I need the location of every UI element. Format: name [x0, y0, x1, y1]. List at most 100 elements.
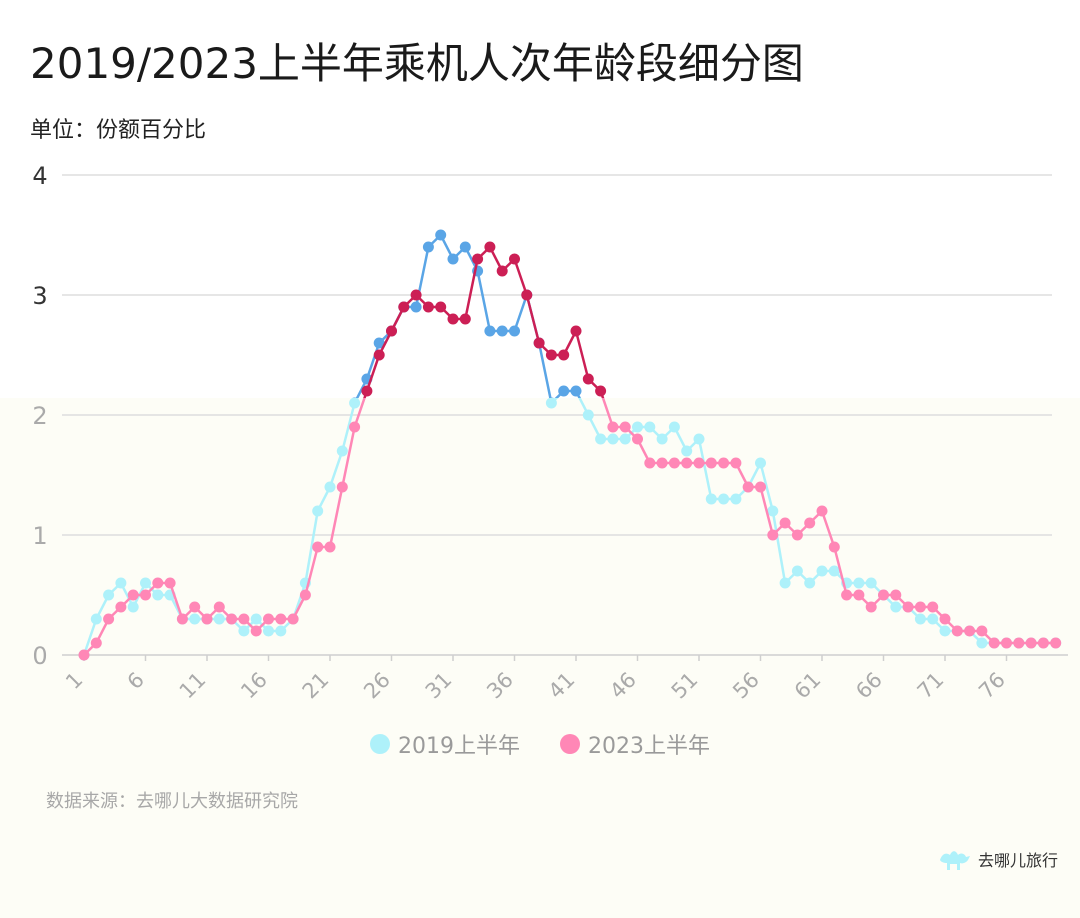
data-point — [324, 541, 336, 553]
series-line-2019上半年 — [82, 398, 1056, 656]
data-point — [656, 457, 668, 469]
data-point — [275, 625, 287, 637]
data-point — [644, 457, 656, 469]
series-1-upper — [361, 241, 607, 398]
data-point — [742, 481, 754, 493]
data-point — [914, 613, 926, 625]
data-point — [398, 301, 410, 313]
legend-2023-dot — [560, 734, 580, 754]
data-point — [410, 289, 422, 301]
data-point — [176, 613, 188, 625]
data-point — [804, 577, 816, 589]
data-point — [1025, 637, 1037, 649]
data-point — [755, 457, 766, 469]
x-tick-label: 71 — [913, 668, 949, 704]
data-point — [632, 433, 643, 445]
data-point — [533, 337, 545, 349]
data-point — [582, 373, 594, 385]
x-tick-label: 46 — [605, 668, 641, 704]
grid-lines — [62, 174, 1052, 536]
data-point — [755, 481, 766, 493]
data-point — [853, 577, 865, 589]
data-point — [496, 325, 508, 337]
data-point — [570, 385, 582, 397]
data-point — [607, 421, 619, 433]
data-point — [1050, 637, 1062, 649]
x-axis: 1 6 11 16 21 26 31 36 41 46 51 56 61 66 71 76 — [61, 654, 1068, 704]
data-point — [435, 301, 447, 313]
data-point — [804, 517, 816, 529]
data-point — [816, 505, 828, 517]
data-point — [189, 601, 201, 613]
data-point — [545, 398, 557, 409]
data-point — [226, 613, 238, 625]
data-point — [779, 577, 791, 589]
data-point — [902, 601, 914, 613]
data-point — [865, 601, 877, 613]
data-point — [681, 457, 693, 469]
data-point — [914, 601, 926, 613]
data-point — [619, 433, 631, 445]
x-tick-label: 1 — [61, 668, 87, 694]
data-point — [927, 613, 939, 625]
data-point — [656, 433, 668, 445]
x-tick-label: 11 — [175, 668, 211, 704]
data-point — [90, 637, 102, 649]
data-point — [410, 301, 422, 313]
data-point — [644, 421, 656, 433]
data-point — [213, 613, 225, 625]
legend-item-2019[interactable]: 2019上半年 — [370, 728, 520, 760]
legend-2019-label: 2019上半年 — [398, 734, 520, 759]
data-point — [459, 241, 471, 253]
data-point — [324, 481, 336, 493]
data-point — [496, 265, 508, 277]
data-point — [352, 397, 357, 398]
data-point — [115, 577, 127, 589]
y-tick-label: 4 — [32, 162, 47, 190]
data-point — [484, 325, 496, 337]
data-point — [435, 229, 447, 241]
data-point — [791, 565, 803, 577]
data-point — [976, 637, 988, 649]
legend-item-2023[interactable]: 2023上半年 — [560, 728, 710, 760]
data-point — [201, 613, 213, 625]
chart-lower-background — [0, 398, 1080, 918]
x-tick-label: 61 — [790, 668, 826, 704]
x-tick-label: 21 — [298, 668, 334, 704]
data-point — [189, 613, 201, 625]
data-point — [422, 241, 434, 253]
data-point — [632, 421, 643, 433]
data-point — [927, 601, 939, 613]
data-point — [373, 349, 385, 361]
x-tick-label: 16 — [236, 668, 272, 704]
data-point — [890, 601, 902, 613]
data-point — [1013, 637, 1025, 649]
data-point — [164, 577, 176, 589]
data-point — [976, 625, 988, 637]
x-tick-label: 66 — [851, 668, 887, 704]
data-point — [558, 385, 570, 397]
data-point — [422, 301, 434, 313]
x-tick-label: 31 — [421, 668, 457, 704]
data-point — [336, 481, 348, 493]
data-point — [250, 613, 262, 625]
brand-logo: 去哪儿旅行 — [938, 846, 1058, 872]
data-point — [238, 625, 250, 637]
data-point — [939, 625, 951, 637]
data-point — [213, 601, 225, 613]
data-point — [140, 577, 151, 589]
data-point — [263, 625, 274, 637]
data-point — [718, 457, 730, 469]
data-point — [619, 421, 631, 433]
data-point — [152, 589, 164, 601]
series-1-lower — [78, 398, 1062, 661]
data-point — [78, 649, 90, 661]
x-tick-label: 36 — [482, 668, 518, 704]
data-point — [841, 589, 853, 601]
data-point — [828, 565, 840, 577]
data-point — [558, 349, 570, 361]
data-point — [693, 433, 705, 445]
y-tick-label: 2 — [32, 402, 47, 430]
data-point — [238, 613, 250, 625]
